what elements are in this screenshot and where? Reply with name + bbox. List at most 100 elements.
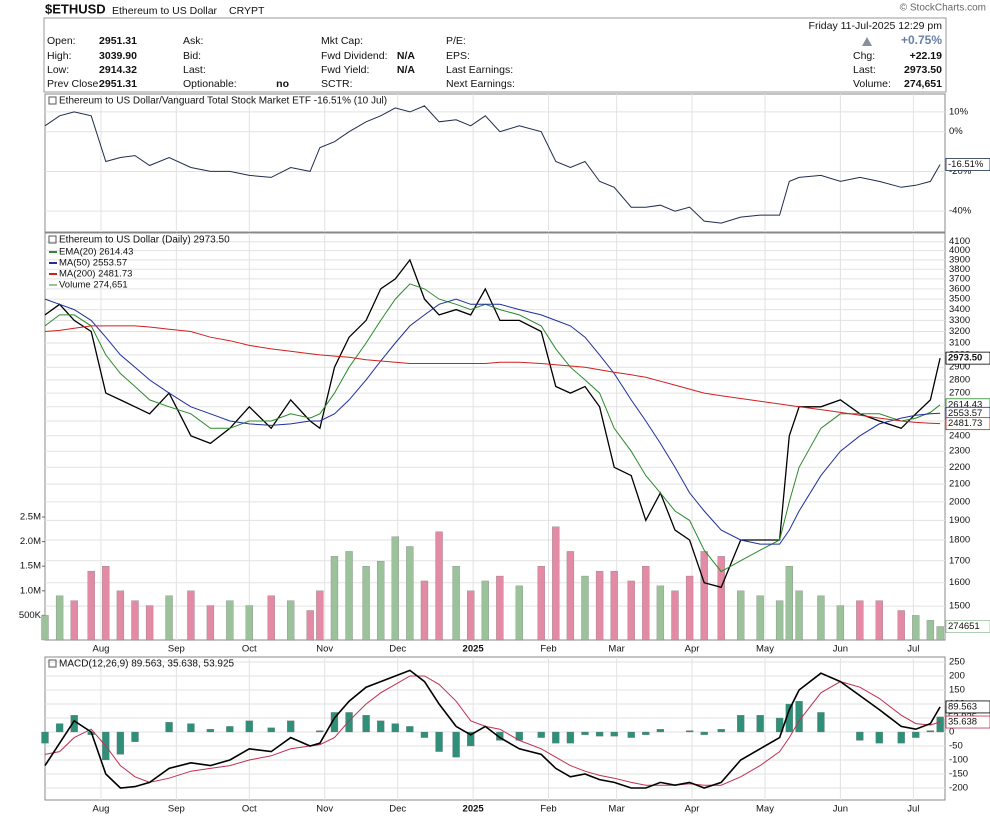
histogram-bar xyxy=(912,731,920,738)
field-label: Low: xyxy=(47,64,69,76)
y-tick-label: 3900 xyxy=(949,254,970,265)
exchange: CRYPT xyxy=(229,5,265,17)
histogram-bar xyxy=(717,729,725,733)
y-tick-label: 2000 xyxy=(949,496,970,507)
volume-bar xyxy=(537,566,545,641)
volume-bar xyxy=(656,585,665,641)
legend-icon xyxy=(48,235,57,244)
datetime: Friday 11-Jul-2025 12:29 pm xyxy=(809,20,943,32)
field-label: Last: xyxy=(853,64,876,76)
volume-bar xyxy=(756,595,764,641)
histogram-bar xyxy=(566,731,575,744)
series-line xyxy=(44,675,941,786)
y2-tick-label: 1.5M xyxy=(20,561,41,572)
legend-entry: Volume 274,651 xyxy=(59,280,128,291)
field-value: no xyxy=(276,78,289,90)
last-value-label: 2553.57 xyxy=(948,408,982,419)
volume-bar xyxy=(671,590,679,641)
field-label: Ask: xyxy=(183,35,203,47)
volume-bar xyxy=(452,566,460,641)
histogram-bar xyxy=(856,731,864,741)
last-value-box xyxy=(945,417,990,431)
volume-bar xyxy=(131,600,139,641)
y-tick-label: 1900 xyxy=(949,515,970,526)
x-tick-label: Aug xyxy=(92,804,109,815)
panel-frame xyxy=(44,93,946,233)
field-label: Bid: xyxy=(183,50,201,62)
volume-bar xyxy=(87,570,95,641)
field-label: Last Earnings: xyxy=(446,64,513,76)
header-box xyxy=(43,17,947,93)
histogram-bar xyxy=(737,715,745,733)
x-tick-label: Oct xyxy=(242,644,257,655)
last-value-label: 89.563 xyxy=(948,701,977,712)
histogram-bar xyxy=(245,720,253,733)
field-label: Fwd Dividend: xyxy=(321,50,388,62)
x-tick-label: Oct xyxy=(242,804,257,815)
volume-bar xyxy=(267,595,275,641)
field-label: High: xyxy=(47,50,72,62)
field-label: Last: xyxy=(183,64,206,76)
histogram-bar xyxy=(700,731,708,735)
volume-bar xyxy=(55,595,64,641)
last-value-label: 2614.43 xyxy=(948,399,982,410)
histogram-bar xyxy=(496,731,504,741)
x-tick-label: Mar xyxy=(608,804,624,815)
x-tick-label: Nov xyxy=(316,804,333,815)
y-tick-label: 150 xyxy=(949,685,965,696)
x-tick-label: Aug xyxy=(92,644,109,655)
series-line xyxy=(44,105,941,224)
y-tick-label: 0% xyxy=(949,126,963,137)
volume-bar xyxy=(377,561,385,641)
y-tick-label: -150 xyxy=(949,768,968,779)
histogram-bar xyxy=(420,731,429,738)
volume-bar xyxy=(287,600,295,641)
field-label: Open: xyxy=(47,35,76,47)
y-tick-label: -40% xyxy=(949,206,972,217)
watermark: © StockCharts.com xyxy=(900,3,986,14)
volume-bar xyxy=(717,556,725,641)
y-tick-label: 4100 xyxy=(949,236,970,247)
volume-bar xyxy=(435,531,443,641)
volume-bar xyxy=(912,615,920,641)
y-tick-label: 2200 xyxy=(949,462,970,473)
volume-bar xyxy=(856,600,864,641)
histogram-bar xyxy=(537,731,545,738)
field-label: P/E: xyxy=(446,35,466,47)
volume-bar xyxy=(41,615,49,641)
histogram-bar xyxy=(435,731,443,752)
panel-title: Ethereum to US Dollar/Vanguard Total Sto… xyxy=(59,96,387,107)
x-tick-label: Dec xyxy=(389,804,406,815)
x-tick-label: Jul xyxy=(907,804,919,815)
x-tick-label: Apr xyxy=(685,644,700,655)
field-label: Volume: xyxy=(853,78,891,90)
histogram-bar xyxy=(267,727,275,733)
y-tick-label: -20% xyxy=(949,166,972,177)
field-value: 3039.90 xyxy=(99,50,137,62)
panel-title: MACD(12,26,9) 89.563, 35.638, 53.925 xyxy=(59,659,235,670)
y-tick-label: 3600 xyxy=(949,283,970,294)
histogram-bar xyxy=(345,712,353,733)
last-value-label: 2481.73 xyxy=(948,418,982,429)
volume-bar xyxy=(581,575,589,641)
histogram-bar xyxy=(116,731,125,755)
volume-bar xyxy=(306,610,314,641)
y2-tick-label: 500K xyxy=(19,610,42,621)
volume-bar xyxy=(496,575,504,641)
volume-bar xyxy=(897,610,905,641)
field-label: Mkt Cap: xyxy=(321,35,363,47)
histogram-bar xyxy=(656,729,665,733)
histogram-bar xyxy=(595,731,604,737)
y-tick-label: 3200 xyxy=(949,326,970,337)
x-tick-label: Mar xyxy=(608,644,624,655)
histogram-bar xyxy=(795,701,803,733)
histogram-bar xyxy=(406,726,414,733)
header-fields: Open: 2951.31 High: 3039.90 Low: 2914.32 Prev … xyxy=(47,35,942,90)
y-tick-label: 2900 xyxy=(949,362,970,373)
volume-bar xyxy=(627,580,635,641)
histogram-bar xyxy=(187,723,195,733)
last-value-box xyxy=(945,620,990,633)
field-value: 274,651 xyxy=(904,78,942,90)
volume-bar xyxy=(467,590,475,641)
